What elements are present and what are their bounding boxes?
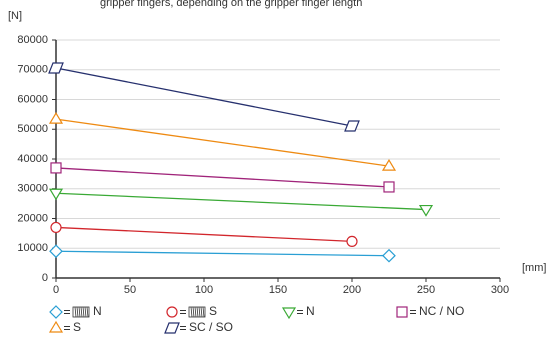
legend-label: S (209, 304, 217, 318)
legend-label: N (93, 304, 102, 318)
marker (281, 307, 297, 320)
spring-coil (84, 306, 87, 318)
marker (166, 306, 178, 318)
marker (164, 322, 180, 334)
marker (396, 306, 408, 318)
marker (50, 162, 62, 174)
series-line (55, 167, 390, 188)
marker (48, 320, 64, 333)
marker (383, 181, 395, 193)
x-tick-label: 200 (343, 284, 361, 296)
x-axis-label: [mm] (522, 262, 546, 274)
x-tick-label: 150 (269, 284, 287, 296)
y-axis-label: [N] (8, 10, 22, 22)
legend-label: NC / NO (419, 304, 464, 318)
y-tick-label: 20000 (17, 212, 48, 224)
legend-label: SC / SO (189, 320, 233, 334)
spring-coil (194, 306, 197, 318)
spring-coil (196, 306, 199, 318)
spring-coil (200, 306, 203, 318)
x-tick-label: 250 (417, 284, 435, 296)
y-tick-label: 80000 (17, 34, 48, 46)
marker (344, 120, 360, 132)
series-line (55, 250, 390, 257)
x-tick-label: 300 (491, 284, 509, 296)
y-tick-label: 70000 (17, 64, 48, 76)
spring-coil (190, 306, 193, 318)
marker (381, 158, 397, 171)
chart-title: gripper fingers, depending on the grippe… (100, 0, 362, 9)
legend-label: S (73, 320, 81, 334)
marker (49, 244, 63, 259)
legend-label: N (306, 304, 315, 318)
spring-coil (78, 306, 81, 318)
y-tick-label: 0 (42, 272, 48, 284)
y-tick-label: 10000 (17, 242, 48, 254)
y-tick-label: 50000 (17, 123, 48, 135)
series-line (55, 226, 353, 243)
series-line (55, 118, 390, 167)
marker (48, 111, 64, 124)
marker (418, 204, 434, 217)
marker (382, 248, 396, 263)
x-tick-label: 100 (195, 284, 213, 296)
series-line (55, 192, 427, 211)
y-tick-label: 40000 (17, 153, 48, 165)
y-tick-label: 30000 (17, 183, 48, 195)
spring-coil (74, 306, 77, 318)
marker (49, 305, 63, 319)
marker (346, 235, 358, 248)
marker (48, 188, 64, 201)
x-tick-label: 0 (53, 284, 59, 296)
spring-coil (198, 306, 201, 318)
spring-coil (76, 306, 79, 318)
series-line (55, 67, 353, 127)
spring-coil (80, 306, 83, 318)
y-tick-label: 60000 (17, 93, 48, 105)
spring-coil (82, 306, 85, 318)
x-tick-label: 50 (124, 284, 136, 296)
marker (48, 62, 64, 74)
marker (50, 221, 62, 234)
spring-coil (192, 306, 195, 318)
spring-coil (202, 306, 205, 318)
spring-coil (86, 306, 89, 318)
